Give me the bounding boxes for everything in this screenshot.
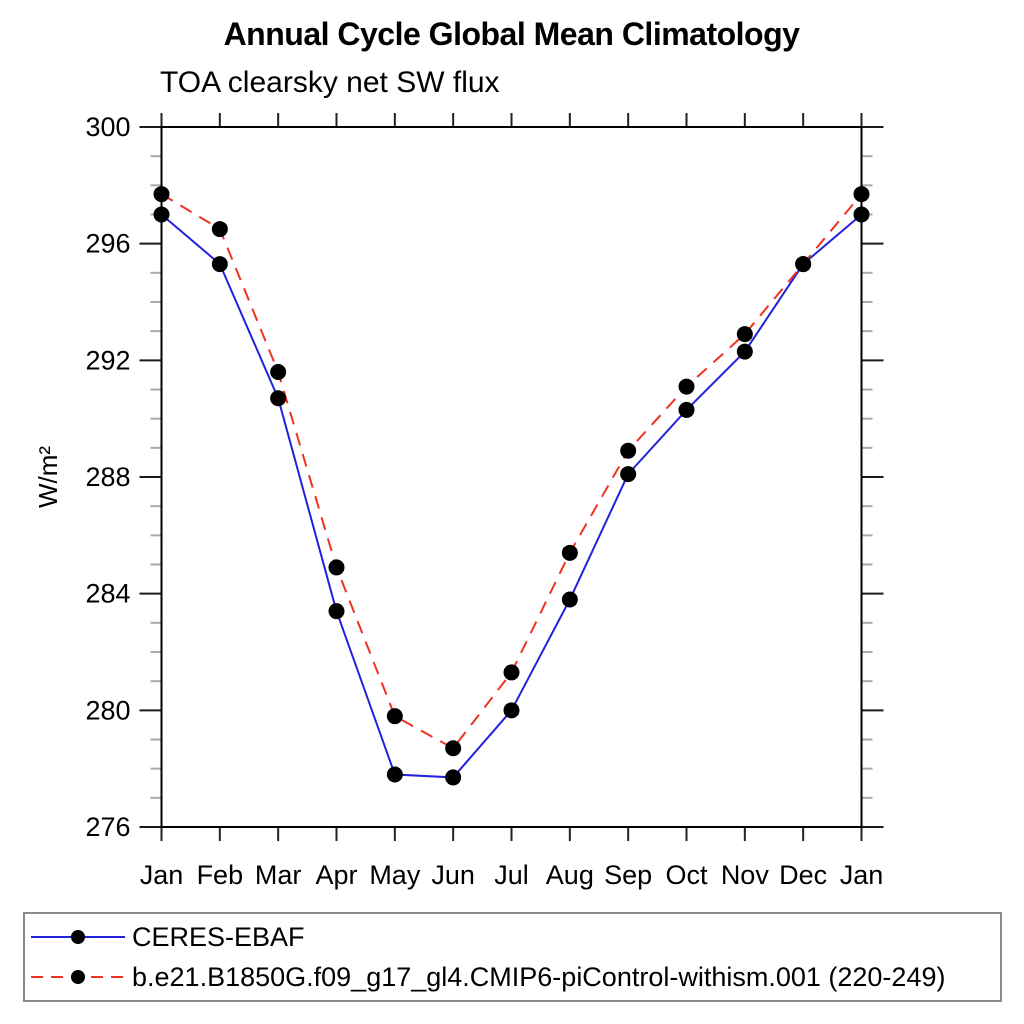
y-tick-label: 276 bbox=[85, 812, 130, 842]
data-point-marker bbox=[386, 766, 403, 783]
data-point-marker bbox=[328, 559, 345, 576]
data-point-marker bbox=[736, 326, 753, 343]
chart-title: Annual Cycle Global Mean Climatology bbox=[223, 16, 800, 52]
data-point-marker bbox=[561, 544, 578, 561]
x-tick-label: Jun bbox=[431, 860, 475, 890]
data-point-marker bbox=[853, 206, 870, 223]
data-point-marker bbox=[328, 603, 345, 620]
legend-item-model: b.e21.B1850G.f09_g17_gl4.CMIP6-piControl… bbox=[25, 957, 1000, 997]
data-point-marker bbox=[795, 256, 812, 273]
data-point-marker bbox=[386, 708, 403, 725]
data-point-marker bbox=[561, 591, 578, 608]
x-tick-label: Oct bbox=[665, 860, 708, 890]
y-tick-label: 296 bbox=[85, 229, 130, 259]
data-point-marker bbox=[211, 256, 228, 273]
data-point-marker bbox=[445, 740, 462, 757]
x-tick-label: Sep bbox=[604, 860, 652, 890]
series-line bbox=[160, 213, 863, 779]
data-point-marker bbox=[503, 702, 520, 719]
data-point-marker bbox=[270, 364, 287, 380]
y-tick-label: 284 bbox=[85, 579, 130, 609]
legend-label-model: b.e21.B1850G.f09_g17_gl4.CMIP6-piControl… bbox=[132, 961, 946, 992]
y-tick-label: 280 bbox=[85, 695, 130, 725]
x-tick-label: Aug bbox=[546, 860, 594, 890]
x-tick-label: May bbox=[369, 860, 421, 890]
legend: CERES-EBAF b.e21.B1850G.f09_g17_gl4.CMIP… bbox=[23, 912, 1002, 1002]
data-point-marker bbox=[678, 378, 695, 395]
x-tick-label: Mar bbox=[255, 860, 302, 890]
data-point-marker bbox=[620, 466, 637, 483]
legend-line-sample-dashed-icon bbox=[31, 970, 125, 984]
chart-subtitle: TOA clearsky net SW flux bbox=[160, 66, 500, 99]
x-tick-label: Feb bbox=[197, 860, 244, 890]
data-point-marker bbox=[620, 442, 637, 459]
legend-item-ceres: CERES-EBAF bbox=[25, 917, 1000, 957]
x-tick-label: Jan bbox=[140, 860, 184, 890]
x-tick-label: Nov bbox=[721, 860, 770, 890]
y-tick-label: 292 bbox=[85, 345, 130, 375]
data-point-marker bbox=[211, 221, 228, 238]
data-point-marker bbox=[853, 186, 870, 203]
y-tick-label: 300 bbox=[85, 112, 130, 142]
data-point-marker bbox=[153, 186, 170, 203]
legend-label-ceres: CERES-EBAF bbox=[132, 921, 305, 952]
legend-line-sample-solid-icon bbox=[31, 930, 125, 944]
x-tick-label: Dec bbox=[779, 860, 827, 890]
data-point-marker bbox=[153, 206, 170, 223]
y-tick-label: 288 bbox=[85, 462, 130, 492]
data-point-marker bbox=[678, 401, 695, 418]
data-point-marker bbox=[736, 343, 753, 360]
x-tick-label: Jan bbox=[840, 860, 884, 890]
data-point-marker bbox=[270, 390, 287, 407]
x-tick-label: Jul bbox=[494, 860, 529, 890]
data-point-marker bbox=[503, 664, 520, 681]
x-tick-label: Apr bbox=[315, 860, 357, 890]
data-point-marker bbox=[445, 769, 462, 786]
